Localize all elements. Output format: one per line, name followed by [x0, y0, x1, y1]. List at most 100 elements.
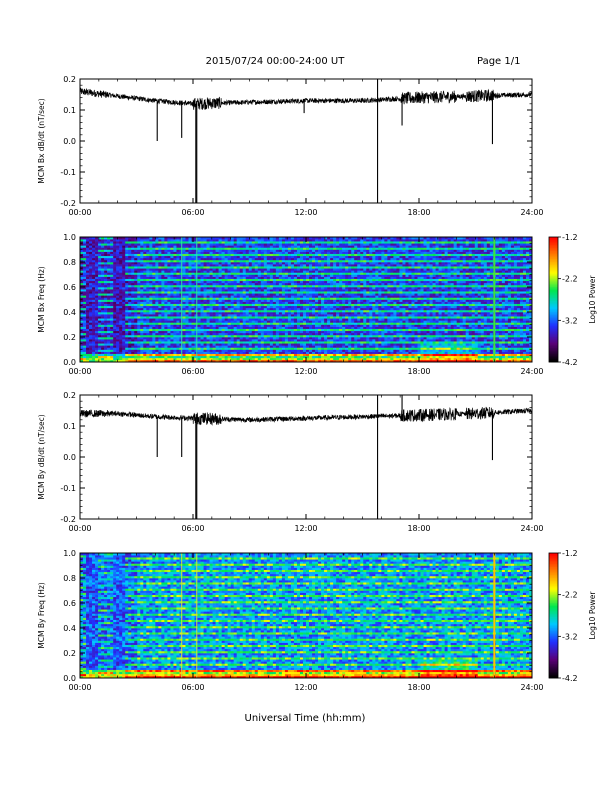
spectrogram-cell	[423, 347, 427, 350]
spectrogram-cell	[149, 359, 153, 363]
spectrogram-cell	[197, 347, 201, 350]
spectrogram-cell	[360, 309, 364, 313]
spectrogram-cell	[203, 307, 207, 311]
spectrogram-cell	[459, 330, 463, 334]
spectrogram-cell	[399, 316, 403, 319]
spectrogram-cell	[203, 357, 207, 361]
spectrogram-cell	[324, 343, 328, 346]
spectrogram-cell	[260, 359, 265, 363]
spectrogram-cell	[185, 343, 189, 346]
spectrogram-cell	[312, 353, 316, 357]
spectrogram-cell	[212, 322, 216, 325]
spectrogram-cell	[110, 299, 114, 302]
spectrogram-cell	[396, 318, 400, 321]
spectrogram-cell	[242, 301, 247, 304]
spectrogram-cell	[516, 341, 521, 344]
spectrogram-cell	[513, 312, 518, 315]
spectrogram-cell	[191, 322, 195, 325]
spectrogram-cell	[513, 318, 518, 321]
spectrogram-cell	[101, 324, 105, 327]
spectrogram-cell	[483, 330, 488, 334]
spectrogram-cell	[498, 351, 503, 354]
spectrogram-cell	[239, 337, 244, 340]
spectrogram-cell	[92, 297, 96, 300]
spectrogram-cell	[299, 320, 304, 323]
spectrogram-cell	[179, 312, 183, 315]
spectrogram-cell	[327, 351, 331, 354]
spectrogram-cell	[152, 299, 156, 302]
spectrogram-cell	[426, 326, 430, 329]
spectrogram-cell	[227, 307, 231, 311]
spectrogram-cell	[245, 330, 250, 334]
spectrogram-cell	[134, 293, 138, 296]
spectrogram-cell	[315, 347, 319, 350]
spectrogram-cell	[471, 316, 476, 319]
spectrogram-cell	[110, 349, 114, 352]
spectrogram-cell	[107, 343, 111, 346]
spectrogram-cell	[224, 295, 228, 298]
spectrogram-cell	[345, 320, 349, 323]
spectrogram-cell	[417, 343, 421, 346]
spectrogram-cell	[435, 309, 439, 313]
spectrogram-cell	[453, 307, 457, 311]
spectrogram-cell	[426, 345, 430, 348]
spectrogram-cell	[176, 349, 180, 352]
spectrogram-cell	[345, 357, 349, 361]
spectrogram-cell	[444, 305, 448, 309]
spectrogram-cell	[134, 305, 138, 309]
spectrogram-cell	[92, 332, 96, 336]
spectrogram-cell	[411, 299, 415, 302]
spectrogram-cell	[140, 328, 144, 332]
spectrogram-cell	[266, 307, 271, 311]
spectrogram-cell	[209, 312, 213, 315]
spectrogram-cell	[507, 312, 512, 315]
spectrogram-cell	[257, 324, 262, 327]
spectrogram-cell	[290, 332, 295, 336]
spectrogram-cell	[411, 318, 415, 321]
spectrogram-cell	[245, 314, 250, 317]
spectrogram-cell	[113, 307, 117, 311]
spectrogram-cell	[200, 326, 204, 329]
spectrogram-cell	[236, 339, 240, 342]
spectrogram-cell	[122, 359, 126, 363]
spectrogram-cell	[83, 337, 87, 340]
spectrogram-cell	[441, 330, 445, 334]
spectrogram-cell	[188, 309, 192, 313]
spectrogram-cell	[312, 334, 316, 338]
spectrogram-cell	[98, 312, 102, 315]
spectrogram-cell	[119, 357, 123, 361]
spectrogram-cell	[161, 347, 165, 350]
spectrogram-cell	[290, 307, 295, 311]
spectrogram-cell	[179, 328, 183, 332]
spectrogram-cell	[318, 314, 322, 317]
spectrogram-cell	[447, 299, 451, 302]
spectrogram-cell	[330, 355, 334, 359]
spectrogram-cell	[357, 316, 361, 319]
spectrogram-cell	[489, 328, 494, 332]
spectrogram-cell	[224, 297, 228, 300]
spectrogram-cell	[444, 312, 448, 315]
spectrogram-cell	[116, 349, 120, 352]
spectrogram-cell	[330, 303, 334, 307]
spectrogram-cell	[501, 295, 506, 298]
spectrogram-cell	[173, 341, 177, 344]
spectrogram-cell	[423, 328, 427, 332]
spectrogram-cell	[140, 303, 144, 307]
spectrogram-cell	[522, 353, 527, 357]
spectrogram-cell	[173, 334, 177, 338]
spectrogram-cell	[363, 301, 367, 304]
spectrogram-cell	[417, 303, 421, 307]
spectrogram-cell	[116, 305, 120, 309]
spectrogram-cell	[146, 337, 150, 340]
spectrogram-cell	[83, 293, 87, 296]
spectrogram-cell	[224, 355, 228, 359]
spectrogram-cell	[312, 295, 316, 298]
spectrogram-cell	[372, 353, 376, 357]
spectrogram-cell	[113, 351, 117, 354]
spectrogram-cell	[203, 355, 207, 359]
spectrogram-cell	[302, 297, 307, 300]
spectrogram-cell	[194, 353, 198, 357]
spectrogram-cell	[342, 318, 346, 321]
spectrogram-cell	[423, 351, 427, 354]
spectrogram-cell	[275, 301, 280, 304]
